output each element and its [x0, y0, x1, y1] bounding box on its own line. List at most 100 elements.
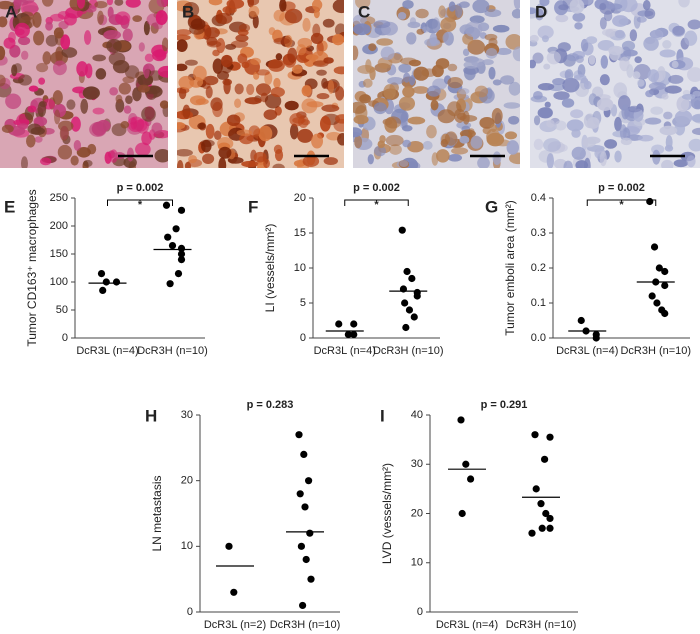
- data-point: [650, 243, 659, 251]
- cell: [40, 157, 52, 166]
- data-point: [350, 330, 358, 339]
- cell: [585, 36, 598, 44]
- cell: [83, 159, 93, 167]
- data-point: [398, 226, 406, 234]
- cell: [244, 97, 262, 105]
- cell: [202, 153, 215, 164]
- cell: [535, 8, 544, 21]
- cell: [289, 113, 305, 127]
- cell: [301, 98, 318, 114]
- cell: [246, 83, 255, 96]
- cell: [469, 15, 485, 24]
- data-point: [335, 320, 343, 328]
- cell: [138, 42, 145, 52]
- y-tick-label: 5: [300, 297, 306, 309]
- cell: [204, 27, 220, 39]
- data-point: [661, 267, 669, 276]
- cell: [1, 124, 14, 134]
- y-tick-label: 20: [294, 192, 306, 204]
- y-tick-label: 10: [181, 540, 193, 552]
- data-point: [225, 542, 233, 550]
- cell: [223, 78, 231, 95]
- cell: [155, 10, 168, 26]
- cell: [444, 131, 458, 146]
- cell: [492, 151, 502, 165]
- cell: [376, 38, 394, 46]
- cell: [564, 69, 574, 81]
- cell: [633, 13, 641, 29]
- cell: [532, 52, 544, 64]
- cell: [553, 91, 570, 100]
- cell: [208, 0, 223, 6]
- data-point: [648, 292, 656, 300]
- p-value: p = 0.002: [598, 182, 645, 194]
- cell: [373, 145, 387, 157]
- cell: [620, 137, 633, 146]
- cell: [292, 64, 303, 74]
- y-axis-label: LI (vessels/mm²): [263, 224, 277, 313]
- x-tick-label: DcR3L (n=2): [204, 619, 266, 631]
- cell: [427, 18, 438, 29]
- data-point: [164, 233, 172, 241]
- cell: [672, 25, 685, 36]
- significance-bracket: [344, 199, 409, 206]
- cell: [398, 96, 416, 111]
- cell: [14, 22, 30, 39]
- cell: [70, 116, 81, 132]
- cell: [106, 38, 122, 53]
- cell: [273, 9, 285, 22]
- cell: [599, 2, 607, 11]
- p-value: p = 0.291: [481, 399, 528, 411]
- cell: [614, 150, 622, 163]
- cell: [0, 74, 6, 87]
- cell: [319, 115, 331, 132]
- cell: [451, 147, 469, 155]
- data-point: [305, 477, 313, 485]
- cell: [80, 98, 89, 114]
- data-point: [112, 278, 121, 286]
- cell: [5, 93, 22, 110]
- cell: [562, 77, 580, 93]
- y-axis-label: Tumor emboli area (mm²): [503, 200, 517, 336]
- cell: [234, 98, 242, 109]
- cell: [648, 82, 667, 91]
- cell: [26, 134, 36, 148]
- cell: [353, 45, 359, 61]
- cell: [661, 93, 669, 100]
- cell: [313, 9, 320, 19]
- cell: [210, 97, 223, 112]
- cell: [20, 156, 28, 168]
- cell: [177, 29, 192, 36]
- cell: [678, 0, 690, 8]
- cell: [311, 133, 324, 149]
- cell: [42, 51, 52, 65]
- cell: [27, 123, 42, 135]
- cell: [353, 114, 369, 125]
- cell: [500, 75, 515, 85]
- cell: [377, 140, 386, 149]
- cell: [664, 85, 682, 94]
- cell: [463, 60, 479, 69]
- cell: [533, 91, 543, 100]
- x-tick-label: DcR3H (n=10): [270, 619, 341, 631]
- cell: [37, 101, 47, 118]
- cell: [426, 124, 437, 139]
- cell: [334, 23, 344, 37]
- cell: [400, 57, 417, 65]
- cell: [447, 76, 463, 89]
- cell: [407, 21, 421, 29]
- cell: [508, 152, 520, 165]
- cell: [430, 99, 439, 111]
- cell: [32, 11, 42, 28]
- panel-letter: B: [182, 2, 194, 21]
- panel-letter: I: [380, 406, 385, 425]
- cell: [123, 157, 137, 168]
- cell: [571, 146, 586, 160]
- cell: [123, 105, 132, 114]
- data-point: [531, 431, 539, 439]
- cell: [302, 155, 320, 167]
- cell: [305, 54, 319, 61]
- cell: [38, 77, 46, 85]
- cell: [273, 144, 283, 154]
- data-point: [577, 316, 585, 325]
